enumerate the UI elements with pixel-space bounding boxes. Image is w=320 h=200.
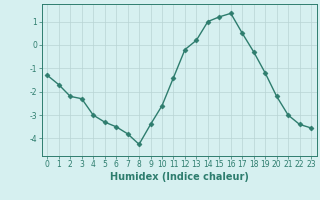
X-axis label: Humidex (Indice chaleur): Humidex (Indice chaleur) <box>110 172 249 182</box>
